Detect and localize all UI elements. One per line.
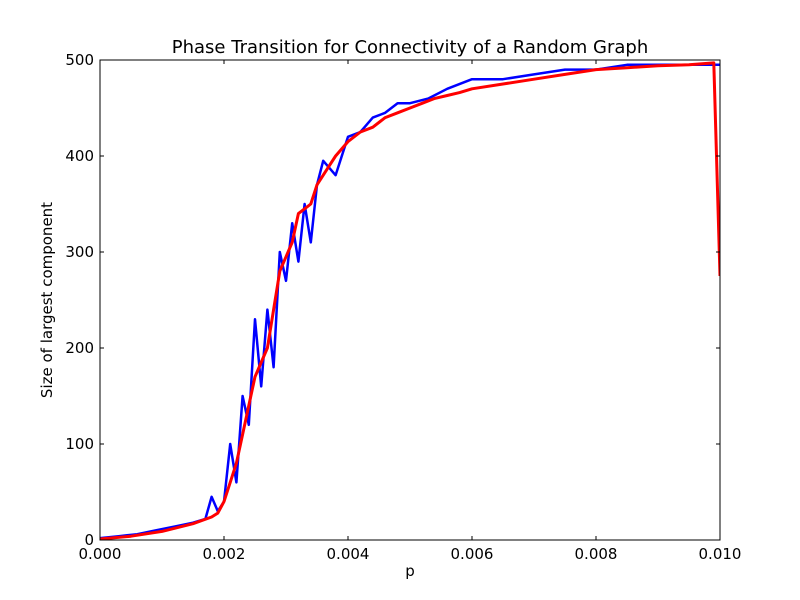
axis-ticks: 0.000 0.002 0.004 0.006 0.008 0.010 0 100 200 300… <box>65 51 741 563</box>
series-line-samples <box>100 63 720 540</box>
x-axis-label: p <box>405 562 415 580</box>
y-tick-label: 200 <box>65 339 94 357</box>
x-tick-label: 0.004 <box>327 545 370 563</box>
plot-area <box>100 61 720 541</box>
y-tick-label: 500 <box>65 51 94 69</box>
x-tick-label: 0.008 <box>575 545 618 563</box>
y-tick-label: 400 <box>65 147 94 165</box>
y-tick-label: 300 <box>65 243 94 261</box>
y-axis-label: Size of largest component <box>38 202 56 398</box>
axes-frame <box>99 59 721 541</box>
x-tick-label: 0.006 <box>451 545 494 563</box>
y-tick-label: 0 <box>84 531 94 549</box>
series-line-average <box>100 61 720 541</box>
x-tick-label: 0.002 <box>203 545 246 563</box>
y-tick-label: 100 <box>65 435 94 453</box>
chart-title: Phase Transition for Connectivity of a R… <box>172 37 649 58</box>
x-tick-label: 0.010 <box>699 545 742 563</box>
x-tick-label: 0.000 <box>79 545 122 563</box>
